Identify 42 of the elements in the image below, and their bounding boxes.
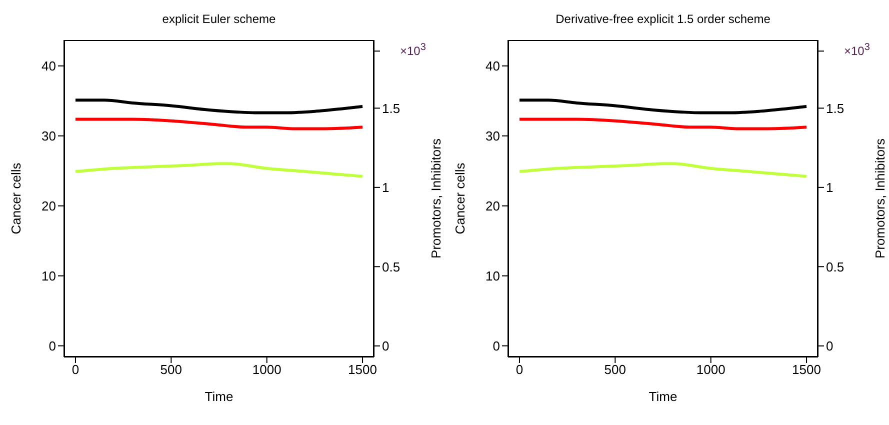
y-tick-label: 20 <box>486 198 500 214</box>
line-series <box>518 118 808 130</box>
x-axis-title: Time <box>648 389 678 404</box>
x-tick-label: 500 <box>160 362 182 378</box>
y2-tick-label: 0.5 <box>826 259 844 274</box>
x-tick-label: 500 <box>604 362 626 378</box>
y-tick-label: 10 <box>42 268 56 284</box>
text: ×10$^{3}$ <box>844 42 870 58</box>
y-tick-label: 0 <box>492 338 500 354</box>
y-tick-label: 20 <box>42 198 56 214</box>
y2-tick-label: 0.5 <box>382 259 400 274</box>
line-series <box>74 98 364 114</box>
line-series <box>74 162 364 178</box>
x-tick-label: 1000 <box>252 362 282 378</box>
y-tick-label: 40 <box>42 58 56 74</box>
chart-title: explicit Euler scheme <box>161 12 277 26</box>
y-tick-label: 10 <box>486 268 500 284</box>
x-tick-label: 0 <box>516 362 524 378</box>
x-tick-label: 1500 <box>792 362 821 378</box>
y2-tick-label: 0 <box>826 338 834 354</box>
y2-tick-label: 0 <box>382 338 390 354</box>
y2-tick-label: 1.5 <box>382 100 400 116</box>
line-series <box>74 118 364 130</box>
text: ×10$^{3}$ <box>400 42 426 58</box>
y2-tick-label: 1 <box>382 180 390 196</box>
y-tick-label: 0 <box>48 338 56 354</box>
x-tick-label: 0 <box>72 362 80 378</box>
y2-axis-title: Promotors, Inhibitors <box>428 138 444 258</box>
y-axis-title: Cancer cells <box>452 162 468 234</box>
chart-title: Derivative-free explicit 1.5 order scheme <box>554 12 772 26</box>
y-tick-label: 40 <box>486 58 500 74</box>
y-tick-label: 30 <box>42 128 56 144</box>
x-tick-label: 1500 <box>348 362 377 378</box>
y2-tick-label: 1.5 <box>826 100 844 116</box>
line-series <box>518 162 808 178</box>
y2-axis-title: Promotors, Inhibitors <box>872 138 888 258</box>
x-tick-label: 1000 <box>696 362 726 378</box>
x-axis-title: Time <box>204 389 234 404</box>
y-tick-label: 30 <box>486 128 500 144</box>
y-axis-title: Cancer cells <box>8 162 24 234</box>
y2-tick-label: 1 <box>826 180 834 196</box>
line-series <box>518 98 808 114</box>
